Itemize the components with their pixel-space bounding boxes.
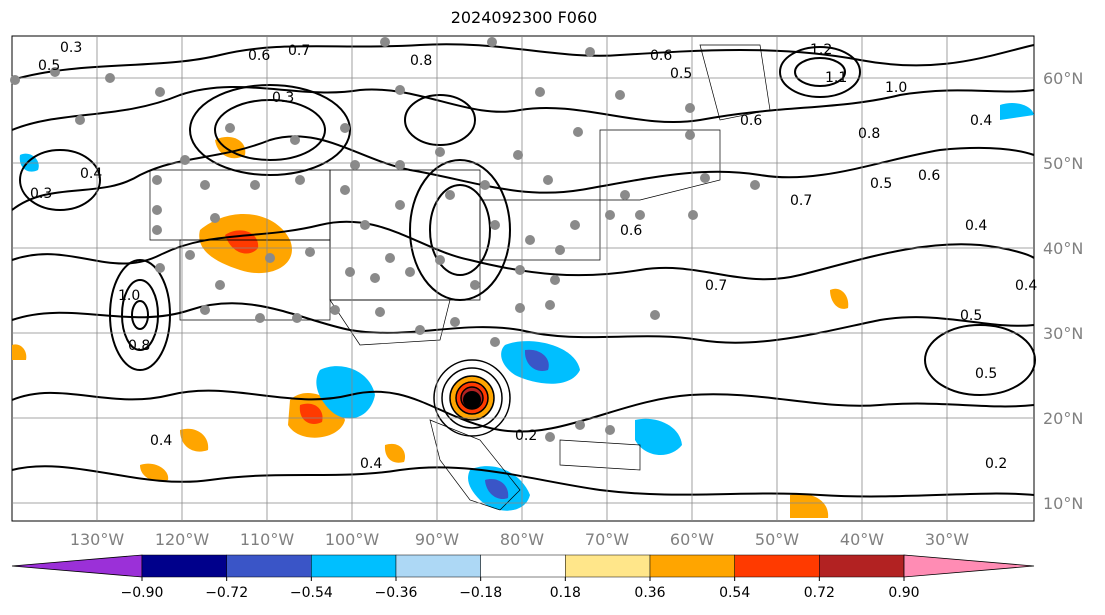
blue-fill	[635, 418, 682, 456]
colorbar-segment	[565, 554, 651, 578]
colorbar-ticks: −0.90 −0.72 −0.54 −0.36 −0.18 0.18 0.36 0.54 0.7…	[121, 577, 920, 601]
contour-label: 0.5	[870, 176, 892, 192]
colorbar-tick-label: 0.72	[804, 585, 835, 601]
lon-label: 40°W	[840, 530, 884, 549]
contour-label: 0.5	[975, 366, 997, 382]
lon-label: 60°W	[670, 530, 714, 549]
contour-label: 0.4	[150, 433, 172, 449]
lon-label: 80°W	[500, 530, 544, 549]
lat-label: 10°N	[1043, 494, 1083, 513]
lon-label: 130°W	[70, 530, 125, 549]
orange-fill	[830, 288, 849, 309]
contour-label: 0.6	[650, 48, 672, 64]
lon-label: 50°W	[755, 530, 799, 549]
contour-label: 0.5	[38, 58, 60, 74]
blue-fill	[316, 366, 375, 419]
contour-label: 0.3	[30, 186, 52, 202]
latitude-labels: 60°N 50°N 40°N 30°N 20°N 10°N	[1043, 69, 1083, 513]
contour-label: 1.0	[885, 80, 907, 96]
contour-label: 0.6	[248, 48, 270, 64]
station-markers	[10, 37, 760, 442]
colorbar-segment	[395, 554, 481, 578]
colorbar-tick-label: −0.54	[290, 585, 333, 601]
contour-label: 0.3	[60, 40, 82, 56]
colorbar-segment	[649, 554, 735, 578]
contour-label: 0.6	[918, 168, 940, 184]
colorbar-segment	[819, 554, 905, 578]
contour-label: 0.8	[128, 338, 150, 354]
colorbar-tick-label: −0.90	[121, 585, 164, 601]
colorbar-segment	[226, 554, 312, 578]
lon-label: 120°W	[155, 530, 210, 549]
contour-label: 0.6	[620, 223, 642, 239]
navy-fill	[524, 349, 549, 371]
contour-label: 0.7	[790, 193, 812, 209]
colorbar-tick-label: 0.90	[888, 585, 919, 601]
contour-label: 0.8	[858, 126, 880, 142]
colorbar-tick-label: −0.72	[205, 585, 248, 601]
contour-labels: 0.6 0.7 0.8 0.3 0.5 0.6 1.2 1.1 1.0 0.4 …	[30, 40, 1037, 472]
orange-fill	[180, 428, 209, 452]
gridlines	[12, 36, 1034, 521]
colorbar-tick-label: 0.54	[719, 585, 750, 601]
colorbar-tick-label: 0.18	[550, 585, 581, 601]
colorbar-tick-label: 0.36	[634, 585, 665, 601]
contour-label: 0.3	[272, 90, 294, 106]
contour-label: 0.4	[360, 456, 382, 472]
lon-label: 100°W	[325, 530, 380, 549]
contour-label: 0.7	[288, 43, 310, 59]
lat-label: 20°N	[1043, 409, 1083, 428]
lon-label: 70°W	[585, 530, 629, 549]
hurricane-center	[433, 359, 511, 437]
contour-label: 0.2	[985, 456, 1007, 472]
colorbar-tick-label: −0.18	[459, 585, 502, 601]
colorbar-extend-low	[11, 554, 143, 578]
map-content: 0.6 0.7 0.8 0.3 0.5 0.6 1.2 1.1 1.0 0.4 …	[10, 36, 1037, 521]
lon-label: 30°W	[925, 530, 969, 549]
lat-label: 60°N	[1043, 69, 1083, 88]
contour-label: 1.0	[118, 288, 140, 304]
boundaries	[149, 44, 771, 511]
contour-label: 0.4	[965, 218, 987, 234]
lon-label: 90°W	[415, 530, 459, 549]
contour-label: 0.2	[515, 428, 537, 444]
contour-label: 0.5	[670, 66, 692, 82]
contour-label: 0.7	[705, 278, 727, 294]
colorbar-tick-label: −0.36	[375, 585, 418, 601]
lat-label: 30°N	[1043, 324, 1083, 343]
contour-label: 0.4	[970, 113, 992, 129]
contour-label: 0.4	[80, 166, 102, 182]
orange-fill	[790, 493, 829, 518]
colorbar: −0.90 −0.72 −0.54 −0.36 −0.18 0.18 0.36 0.54 0.7…	[11, 554, 1035, 601]
navy-fill	[485, 479, 509, 500]
shaded-fills	[12, 103, 1034, 518]
orange-fill	[140, 463, 169, 482]
lat-label: 40°N	[1043, 239, 1083, 258]
contour-label: 0.6	[740, 113, 762, 129]
longitude-labels: 130°W 120°W 110°W 100°W 90°W 80°W 70°W 6…	[70, 530, 969, 549]
colorbar-segment	[480, 554, 566, 578]
colorbar-segment	[311, 554, 397, 578]
colorbar-segments	[11, 554, 1035, 578]
map-title: 2024092300 F060	[450, 8, 598, 27]
colorbar-segment	[141, 554, 227, 578]
contour-label: 1.1	[825, 70, 847, 86]
contour-lines	[11, 43, 1036, 498]
contour-label: 0.4	[1015, 278, 1037, 294]
contour-label: 0.5	[960, 308, 982, 324]
contour-label: 1.2	[810, 42, 832, 58]
blue-fill	[1000, 103, 1034, 120]
lon-label: 110°W	[240, 530, 295, 549]
lat-label: 50°N	[1043, 154, 1083, 173]
orange-fill	[384, 443, 406, 463]
contour-label: 0.8	[410, 53, 432, 69]
colorbar-segment	[734, 554, 820, 578]
red-fill	[299, 403, 323, 425]
orange-fill	[12, 344, 27, 360]
colorbar-extend-high	[903, 554, 1035, 578]
